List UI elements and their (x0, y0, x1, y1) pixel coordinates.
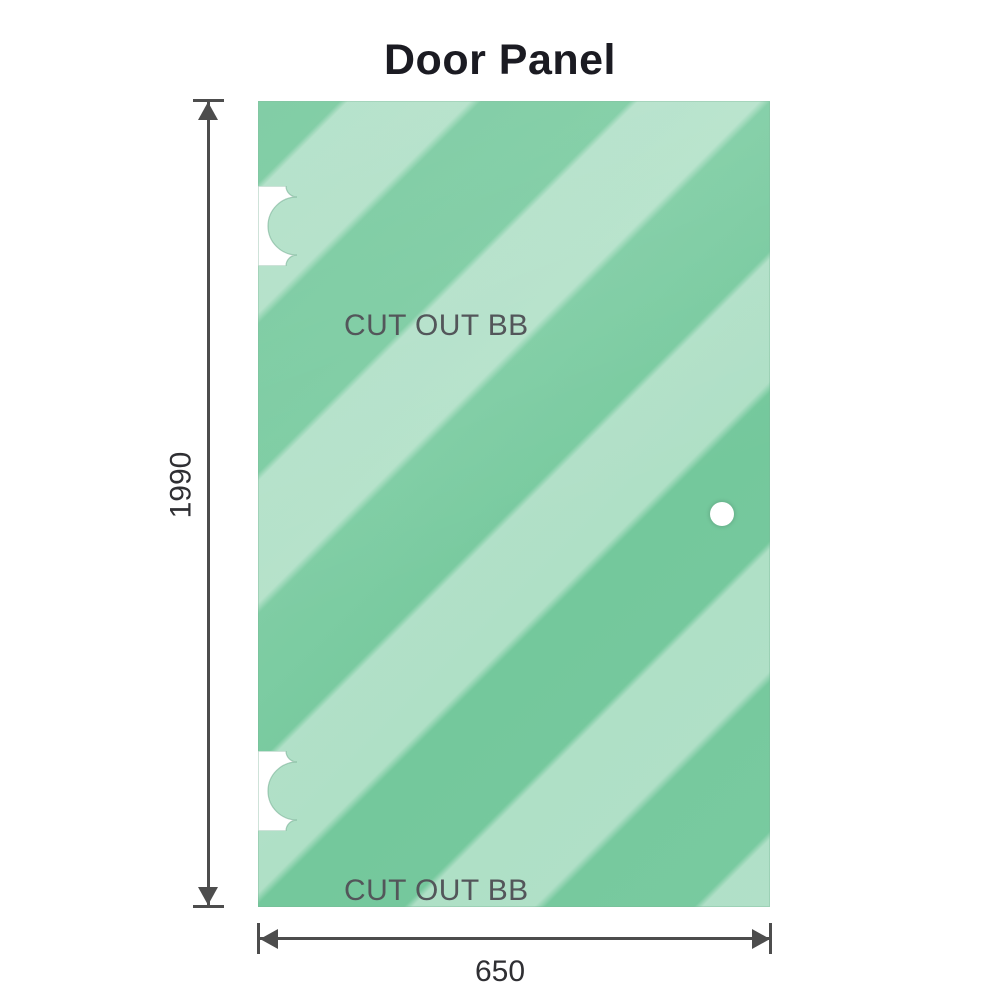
glass-panel: CUT OUT BB CUT OUT BB (258, 101, 770, 907)
cutout-label-bottom: CUT OUT BB (344, 874, 529, 907)
height-dimension-line (207, 101, 210, 907)
cutout-label-top: CUT OUT BB (344, 309, 529, 342)
width-dimension-label: 650 (474, 955, 526, 988)
handle-hole (710, 502, 734, 526)
width-arrow-right (752, 929, 770, 949)
cutout-notch-bottom (258, 751, 300, 831)
height-arrow-down (198, 887, 218, 905)
cutout-notch-top (258, 186, 300, 266)
width-dimension-line (258, 937, 770, 940)
height-dimension-label: 1990 (164, 451, 198, 519)
glass-surface (258, 101, 770, 907)
page-title: Door Panel (384, 36, 616, 84)
width-arrow-left (260, 929, 278, 949)
height-dimension-cap-top (193, 99, 224, 102)
height-dimension-cap-bottom (193, 905, 224, 908)
height-arrow-up (198, 102, 218, 120)
width-dimension-cap-left (257, 923, 260, 954)
width-dimension-cap-right (769, 923, 772, 954)
